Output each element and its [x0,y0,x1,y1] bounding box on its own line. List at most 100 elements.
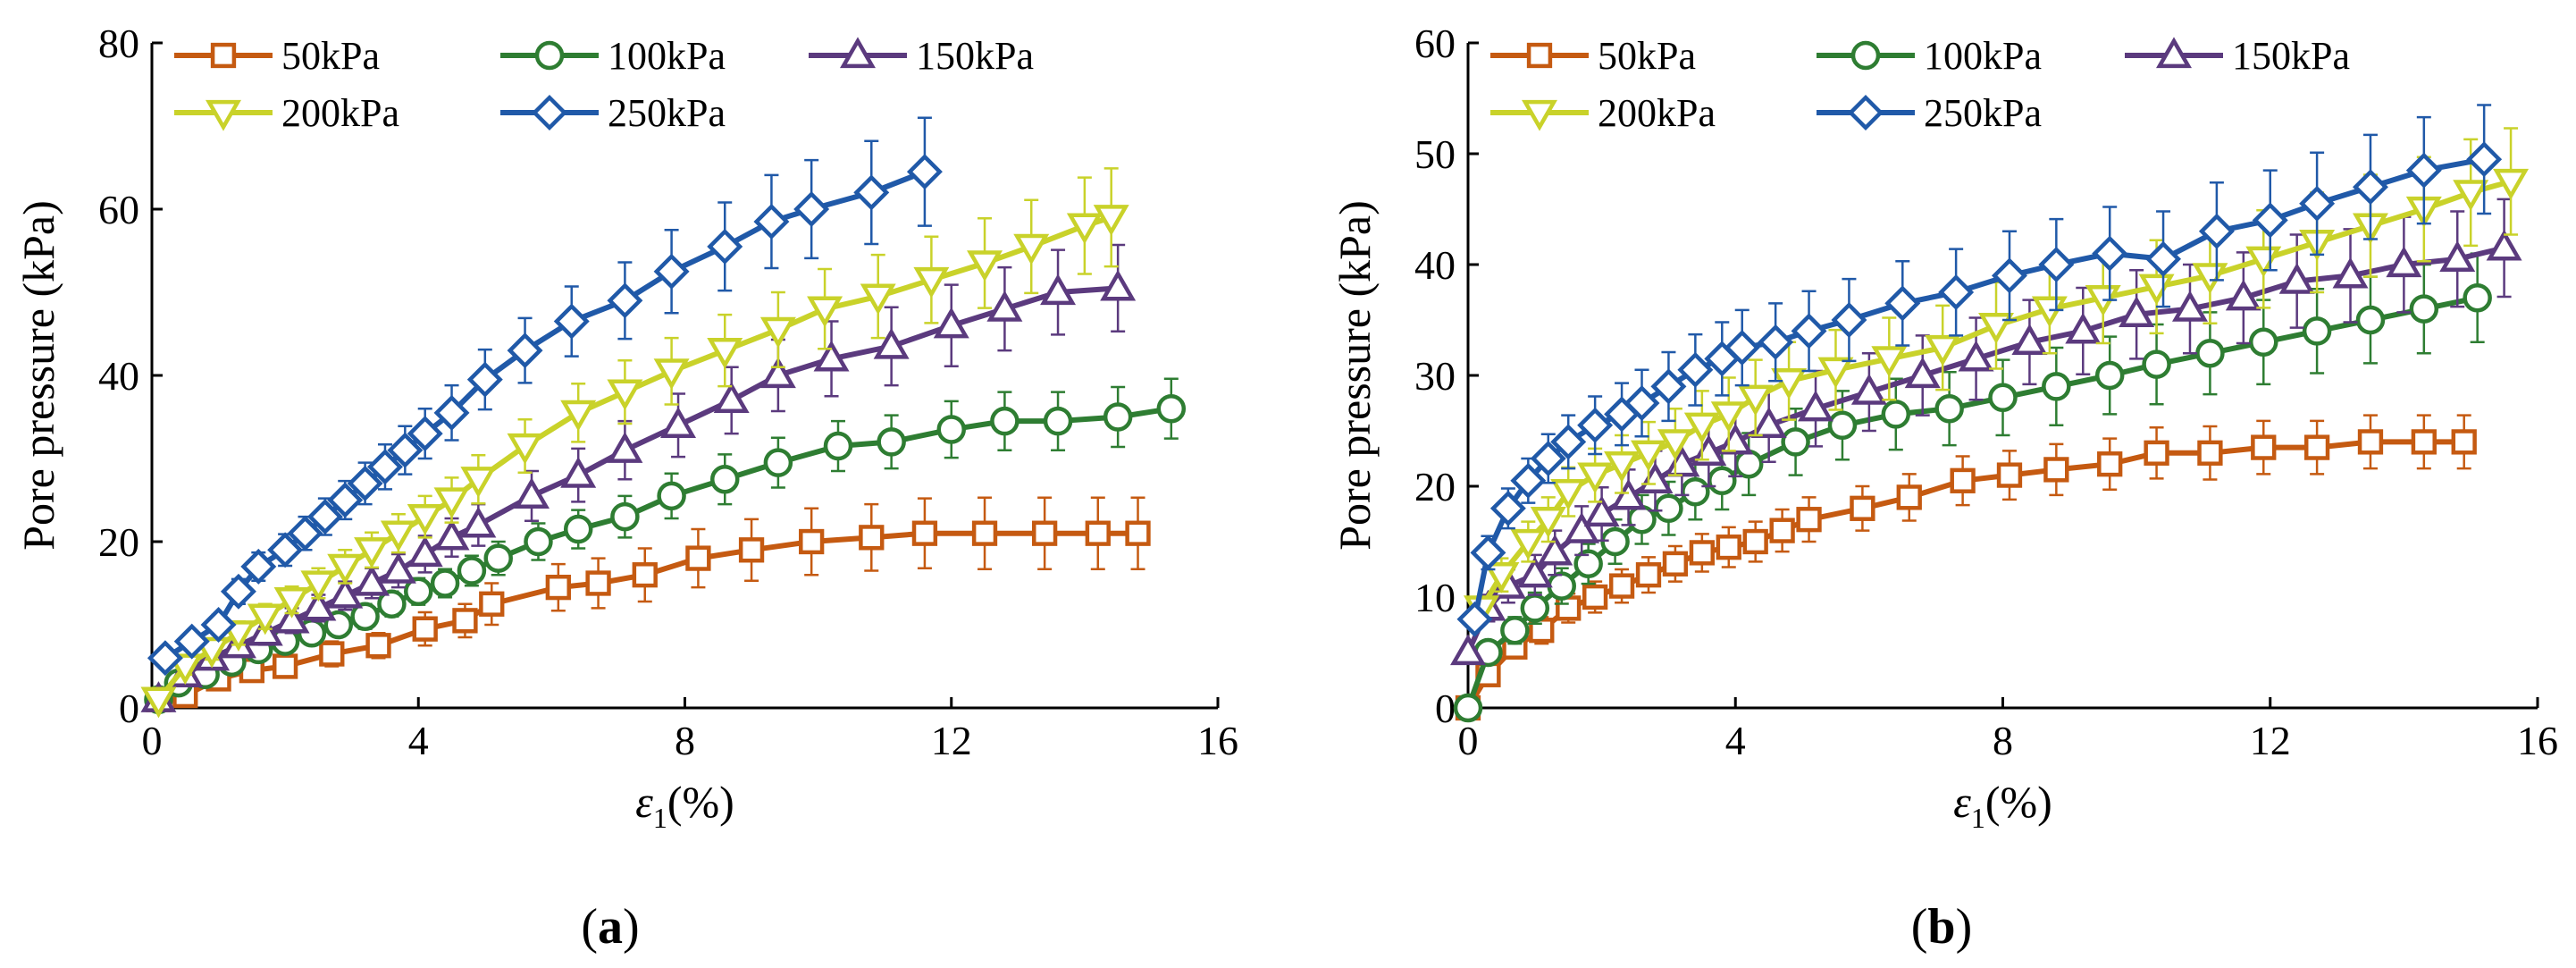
data-point [460,467,497,498]
legend-item: 250kPa [500,91,726,135]
data-point [452,608,478,634]
data-point [853,174,890,211]
data-point [2332,257,2369,289]
data-point [906,154,943,190]
data-point [1831,302,1867,338]
data-point [2486,229,2522,261]
data-point [2466,141,2503,178]
data-point [585,570,611,596]
legend-label: 250kPa [1924,91,2042,135]
data-point [327,482,364,518]
data-point [300,570,337,602]
data-point [1683,412,1720,444]
data-point [347,465,383,501]
data-point [1850,373,1887,405]
data-point [657,481,686,511]
legend-label: 100kPa [608,34,726,78]
data-point [1710,401,1747,433]
data-point [514,477,550,509]
data-point [306,499,343,535]
data-point [607,432,643,463]
data-point [272,653,298,679]
data-point [2278,262,2315,294]
data-point [407,416,443,452]
data-point [707,337,743,369]
x-tick-label: 4 [1725,718,1746,763]
data-point [653,253,690,290]
data-point [1657,429,1693,461]
y-tick-label: 20 [98,519,139,565]
data-point [763,448,793,477]
legend-label: 250kPa [608,91,726,135]
data-point [1547,571,1576,601]
data-point [2409,294,2439,324]
data-point [387,432,424,468]
data-point [1717,423,1754,455]
data-point [2451,429,2477,455]
data-point [793,191,830,227]
data-point [1100,269,1137,301]
data-point [873,327,910,359]
data-point [1530,507,1566,538]
y-tick-label: 0 [1435,686,1456,731]
legend-label: 200kPa [1598,91,1716,135]
x-tick-label: 4 [408,718,429,763]
x-tick-label: 16 [2517,718,2558,763]
data-point [2252,202,2288,239]
data-point [1681,476,1710,507]
x-tick-label: 0 [142,718,163,763]
data-point [1781,427,1810,457]
data-point [433,487,470,519]
data-point [1489,490,1526,526]
data-point [913,266,950,299]
legend-label: 150kPa [2232,34,2350,78]
data-point [2439,240,2476,272]
data-point [1453,693,1483,723]
data-point [273,602,310,634]
data-point [267,532,304,568]
data-point [1934,393,1964,424]
data-point [1769,518,1795,543]
chart-panel-a: 0 4 8 12 16 0 20 40 60 80 Pore pressure (kPa) ε1(%)… [13,21,1238,955]
x-tick-label: 16 [1197,718,1238,763]
data-point [1604,451,1640,483]
data-point [507,332,543,369]
data-point [759,316,796,349]
data-point [2145,240,2182,277]
data-point [653,358,690,390]
data-point [2038,247,2075,282]
data-point [1583,495,1620,527]
data-point [1991,257,2027,294]
data-point [1013,233,1050,265]
data-point [524,526,553,557]
data-point [1103,402,1133,432]
y-tick-label: 40 [1414,242,1456,288]
data-point [1742,528,1768,555]
data-point [483,543,513,573]
legend-item: 100kPa [500,34,726,78]
y-tick-label: 60 [98,187,139,232]
data-point [2144,440,2169,466]
data-point [1550,424,1587,460]
data-point [2299,185,2336,222]
data-point [1750,407,1787,438]
legend-item: 100kPa [1817,34,2042,78]
data-point [709,465,740,494]
data-point [607,379,643,411]
legend-marker [1526,42,1553,69]
data-point [1996,462,2023,488]
legend-item: 150kPa [2125,34,2350,78]
series-100kPa [1453,252,2492,723]
data-point [707,228,743,265]
series-250kPa [1456,104,2503,637]
data-point [1938,274,1975,310]
data-point [2302,316,2332,346]
data-point [380,520,416,552]
data-point [1624,385,1660,421]
data-point [607,282,643,319]
data-point [967,250,1003,282]
y-tick-label: 40 [98,353,139,399]
y-tick-label: 80 [98,21,139,66]
data-point [2386,246,2422,278]
data-point [545,575,571,601]
